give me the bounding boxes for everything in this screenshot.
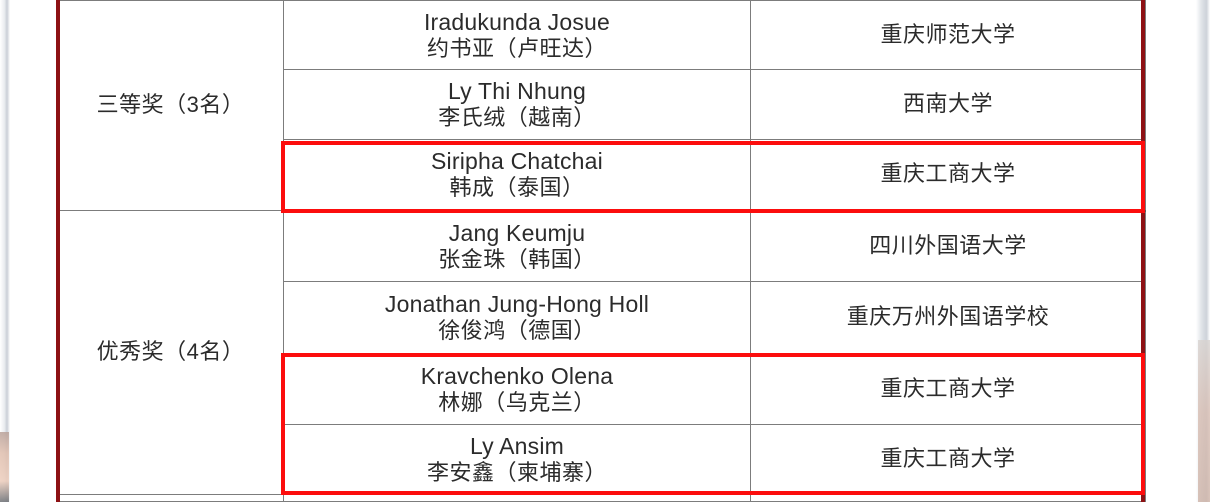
award-group-cell-0: 三等奖（3名） bbox=[57, 0, 284, 211]
participant-name: Jonathan Jung-Hong Holl 徐俊鸿（德国） bbox=[284, 288, 750, 347]
participant-name: Iradukunda Josue 约书亚（卢旺达） bbox=[284, 6, 750, 65]
participant-name-chinese: 李安鑫（柬埔寨） bbox=[426, 460, 607, 486]
school-cell: 四川外国语大学 bbox=[750, 210, 1146, 282]
participant-name: Ly Thi Nhung 李氏绒（越南） bbox=[284, 75, 750, 134]
participant-name-latin: Ly Thi Nhung bbox=[448, 78, 586, 105]
participant-name: Jang Keumju 张金珠（韩国） bbox=[284, 217, 750, 276]
participant-name-cell: Ly Thi Nhung 李氏绒（越南） bbox=[283, 69, 751, 140]
participant-name-chinese: 林娜（乌克兰） bbox=[438, 389, 596, 415]
table-row: Jonathan Jung-Hong Holl 徐俊鸿（德国） 重庆万州外国语学… bbox=[58, 281, 1146, 354]
school-cell: 重庆万州外国语学校 bbox=[750, 281, 1146, 354]
page-edge-shading-left-lower bbox=[0, 432, 9, 502]
table-row: Siripha Chatchai 韩成（泰国） 重庆工商大学 bbox=[58, 139, 1146, 212]
table-row: 三等奖（3名） Iradukunda Josue 约书亚（卢旺达） 重庆师范大学 bbox=[57, 0, 1146, 211]
table-row: Ly Ansim 李安鑫（柬埔寨） 重庆工商大学 bbox=[58, 424, 1146, 495]
school-name: 四川外国语大学 bbox=[869, 232, 1027, 258]
award-group-label: 三等奖（3名） bbox=[96, 92, 245, 118]
participant-name-latin: Jang Keumju bbox=[448, 219, 586, 246]
participant-name-chinese: 张金珠（韩国） bbox=[438, 246, 596, 272]
document-left-rule bbox=[56, 0, 60, 502]
table-row-partial bbox=[57, 494, 1146, 502]
participant-name-latin: Ly Ansim bbox=[469, 433, 565, 460]
participant-name: Ly Ansim 李安鑫（柬埔寨） bbox=[284, 430, 750, 489]
participant-name-chinese: 李氏绒（越南） bbox=[438, 105, 596, 131]
participant-name-cell: Jonathan Jung-Hong Holl 徐俊鸿（德国） bbox=[283, 281, 751, 354]
school-name: 重庆师范大学 bbox=[880, 21, 1016, 47]
participant-name-cell: Ly Ansim 李安鑫（柬埔寨） bbox=[283, 424, 751, 495]
participant-name-cell: Iradukunda Josue 约书亚（卢旺达） bbox=[283, 0, 751, 70]
participant-name-cell: Siripha Chatchai 韩成（泰国） bbox=[283, 139, 751, 212]
school-cell: 重庆工商大学 bbox=[750, 424, 1146, 495]
award-group-cell-1: 优秀奖（4名） bbox=[57, 210, 284, 495]
participant-name-latin: Kravchenko Olena bbox=[420, 362, 614, 389]
school-name: 重庆工商大学 bbox=[880, 375, 1016, 401]
school-name: 重庆工商大学 bbox=[880, 446, 1016, 472]
page-edge-shading-left bbox=[0, 0, 10, 502]
page-edge-shading-right-lower bbox=[1198, 340, 1210, 502]
school-cell: 重庆工商大学 bbox=[750, 139, 1146, 212]
school-name: 重庆工商大学 bbox=[880, 161, 1016, 187]
table-row: Kravchenko Olena 林娜（乌克兰） 重庆工商大学 bbox=[58, 353, 1146, 425]
participant-name: Siripha Chatchai 韩成（泰国） bbox=[284, 145, 750, 204]
award-table-container: 三等奖（3名） Iradukunda Josue 约书亚（卢旺达） 重庆师范大学 bbox=[57, 0, 1146, 502]
participant-name-cell: Kravchenko Olena 林娜（乌克兰） bbox=[283, 353, 751, 425]
award-group-label: 优秀奖（4名） bbox=[96, 339, 245, 365]
table-row: 优秀奖（4名） Jang Keumju 张金珠（韩国） 四川外国语大学 bbox=[57, 210, 1146, 495]
document-right-rule bbox=[1141, 0, 1145, 502]
school-cell-partial bbox=[750, 494, 1146, 502]
participant-name-chinese: 徐俊鸿（德国） bbox=[438, 318, 596, 344]
participant-name: Kravchenko Olena 林娜（乌克兰） bbox=[284, 360, 750, 419]
participant-name-latin: Jonathan Jung-Hong Holl bbox=[384, 291, 650, 318]
award-results-table: 三等奖（3名） Iradukunda Josue 约书亚（卢旺达） 重庆师范大学 bbox=[57, 0, 1146, 502]
participant-name-latin: Iradukunda Josue bbox=[423, 8, 611, 35]
award-group-cell-partial bbox=[57, 494, 284, 502]
school-name: 重庆万州外国语学校 bbox=[846, 304, 1050, 330]
participant-name-cell-partial bbox=[283, 494, 751, 502]
school-cell: 重庆师范大学 bbox=[750, 0, 1146, 70]
participant-name-cell: Jang Keumju 张金珠（韩国） bbox=[283, 210, 751, 282]
participant-name-chinese: 约书亚（卢旺达） bbox=[426, 35, 607, 61]
participant-name-chinese: 韩成（泰国） bbox=[449, 175, 585, 201]
school-cell: 重庆工商大学 bbox=[750, 353, 1146, 425]
school-cell: 西南大学 bbox=[750, 69, 1146, 140]
school-name: 西南大学 bbox=[902, 91, 993, 117]
participant-name-latin: Siripha Chatchai bbox=[431, 148, 603, 175]
table-row: Ly Thi Nhung 李氏绒（越南） 西南大学 bbox=[58, 69, 1146, 140]
